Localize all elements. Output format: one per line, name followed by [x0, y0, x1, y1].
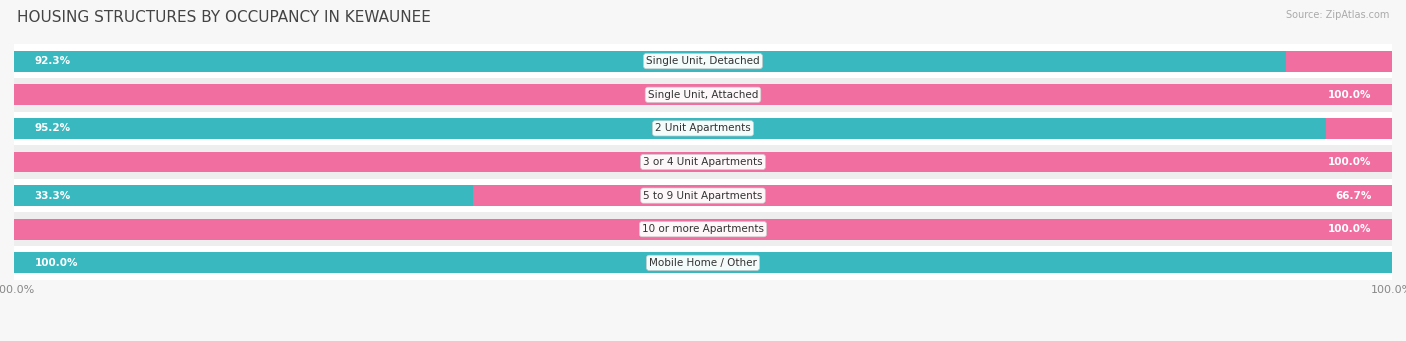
Bar [14, 44, 1392, 78]
Bar [14, 246, 1392, 280]
Text: 0.0%: 0.0% [661, 90, 689, 100]
Text: 66.7%: 66.7% [1334, 191, 1371, 201]
Text: 100.0%: 100.0% [1327, 157, 1371, 167]
Text: 92.3%: 92.3% [35, 56, 70, 66]
Bar [472, 185, 1392, 206]
Text: 0.0%: 0.0% [661, 157, 689, 167]
Text: 3 or 4 Unit Apartments: 3 or 4 Unit Apartments [643, 157, 763, 167]
Bar [1286, 51, 1392, 72]
Text: 95.2%: 95.2% [35, 123, 70, 133]
Bar [14, 185, 472, 206]
Bar [14, 84, 1392, 105]
Bar [14, 51, 1286, 72]
Text: 2 Unit Apartments: 2 Unit Apartments [655, 123, 751, 133]
Bar [14, 145, 1392, 179]
Text: Single Unit, Detached: Single Unit, Detached [647, 56, 759, 66]
Bar [14, 112, 1392, 145]
Text: 100.0%: 100.0% [35, 258, 79, 268]
Bar [1326, 118, 1392, 139]
Text: 0.0%: 0.0% [661, 224, 689, 234]
Text: 5 to 9 Unit Apartments: 5 to 9 Unit Apartments [644, 191, 762, 201]
Text: HOUSING STRUCTURES BY OCCUPANCY IN KEWAUNEE: HOUSING STRUCTURES BY OCCUPANCY IN KEWAU… [17, 10, 430, 25]
Text: Mobile Home / Other: Mobile Home / Other [650, 258, 756, 268]
Text: 33.3%: 33.3% [35, 191, 70, 201]
Bar [14, 212, 1392, 246]
Text: Single Unit, Attached: Single Unit, Attached [648, 90, 758, 100]
Bar [14, 151, 1392, 173]
Bar [14, 118, 1326, 139]
Text: 100.0%: 100.0% [1327, 90, 1371, 100]
Text: Source: ZipAtlas.com: Source: ZipAtlas.com [1285, 10, 1389, 20]
Bar [14, 219, 1392, 240]
Text: 100.0%: 100.0% [1327, 224, 1371, 234]
Bar [14, 252, 1392, 273]
Text: 10 or more Apartments: 10 or more Apartments [643, 224, 763, 234]
Text: 0.0%: 0.0% [717, 258, 745, 268]
Bar [14, 179, 1392, 212]
Bar [14, 78, 1392, 112]
